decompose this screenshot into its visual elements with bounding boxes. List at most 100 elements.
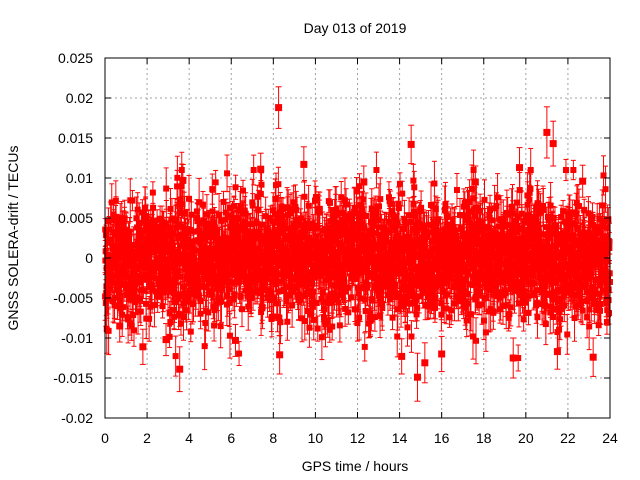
- data-point: [121, 215, 128, 222]
- data-point: [201, 273, 208, 280]
- data-point: [149, 286, 156, 293]
- data-point: [271, 219, 278, 226]
- data-point: [185, 236, 192, 243]
- data-point: [177, 253, 184, 260]
- data-point: [259, 304, 266, 311]
- data-point: [282, 284, 289, 291]
- data-point: [226, 332, 233, 339]
- data-point: [221, 242, 228, 249]
- data-point: [228, 279, 235, 286]
- data-point: [285, 204, 292, 211]
- data-point: [208, 288, 215, 295]
- data-point: [342, 288, 349, 295]
- data-point: [177, 231, 184, 238]
- data-point: [154, 223, 161, 230]
- data-point: [209, 186, 216, 193]
- data-point: [107, 236, 114, 243]
- data-point: [178, 167, 185, 173]
- data-point: [133, 297, 140, 304]
- data-point: [256, 250, 263, 257]
- data-point: [316, 205, 323, 212]
- data-point: [239, 226, 246, 233]
- data-point: [179, 201, 186, 208]
- data-point: [126, 229, 133, 236]
- data-point: [129, 253, 136, 260]
- data-point: [334, 249, 341, 256]
- data-point: [199, 201, 206, 208]
- data-point: [195, 293, 202, 300]
- data-point: [134, 206, 141, 213]
- data-point: [322, 252, 329, 259]
- data-point: [125, 235, 132, 242]
- data-point: [119, 311, 126, 318]
- data-point: [322, 277, 329, 284]
- data-point: [297, 295, 304, 302]
- data-point: [167, 205, 174, 212]
- data-point: [288, 206, 295, 213]
- data-point: [111, 302, 118, 309]
- data-point: [169, 262, 176, 269]
- data-point: [284, 248, 291, 255]
- data-point: [130, 242, 137, 249]
- data-point: [300, 234, 307, 241]
- data-point: [247, 243, 254, 250]
- data-point: [127, 274, 134, 281]
- data-point: [170, 230, 177, 237]
- data-point: [234, 270, 241, 277]
- data-point: [259, 221, 266, 228]
- data-point: [218, 217, 225, 224]
- data-point: [177, 273, 184, 280]
- data-point: [310, 288, 317, 295]
- data-point: [253, 219, 260, 226]
- data-point: [200, 283, 207, 290]
- data-point: [286, 225, 293, 232]
- data-point: [335, 283, 342, 290]
- data-point: [195, 227, 202, 234]
- data-point: [105, 327, 112, 334]
- data-point: [312, 222, 319, 229]
- data-point: [237, 203, 244, 210]
- data-point: [163, 185, 170, 192]
- data-point: [177, 320, 184, 327]
- data-point: [165, 224, 172, 231]
- data-point: [206, 225, 213, 232]
- data-point: [242, 287, 249, 294]
- data-point: [226, 299, 233, 306]
- data-point: [306, 225, 313, 232]
- data-point: [249, 202, 256, 209]
- data-point: [150, 204, 157, 211]
- data-point: [237, 293, 244, 300]
- data-point: [121, 266, 128, 273]
- data-point: [119, 304, 126, 311]
- data-point: [210, 228, 217, 235]
- data-point: [224, 170, 231, 177]
- data-point: [107, 217, 114, 224]
- data-point: [210, 303, 217, 310]
- data-point: [333, 206, 340, 213]
- data-series: [102, 86, 613, 402]
- data-point: [199, 230, 206, 237]
- data-point: [228, 252, 235, 259]
- data-point: [211, 322, 218, 329]
- data-point: [268, 313, 275, 320]
- data-point: [152, 261, 159, 268]
- data-point: [130, 312, 137, 319]
- data-point: [230, 203, 237, 210]
- data-point: [183, 307, 190, 314]
- data-point: [340, 247, 347, 254]
- data-point: [142, 240, 149, 247]
- data-point: [166, 279, 173, 286]
- data-point: [187, 290, 194, 297]
- data-point: [306, 324, 313, 331]
- data-point: [280, 220, 287, 227]
- data-point: [246, 283, 253, 290]
- data-point: [108, 199, 115, 206]
- data-point: [187, 227, 194, 234]
- data-point: [149, 189, 156, 196]
- data-point: [257, 290, 264, 297]
- data-point: [318, 334, 325, 341]
- data-point: [176, 312, 183, 319]
- data-point: [245, 303, 252, 310]
- data-point: [258, 309, 265, 316]
